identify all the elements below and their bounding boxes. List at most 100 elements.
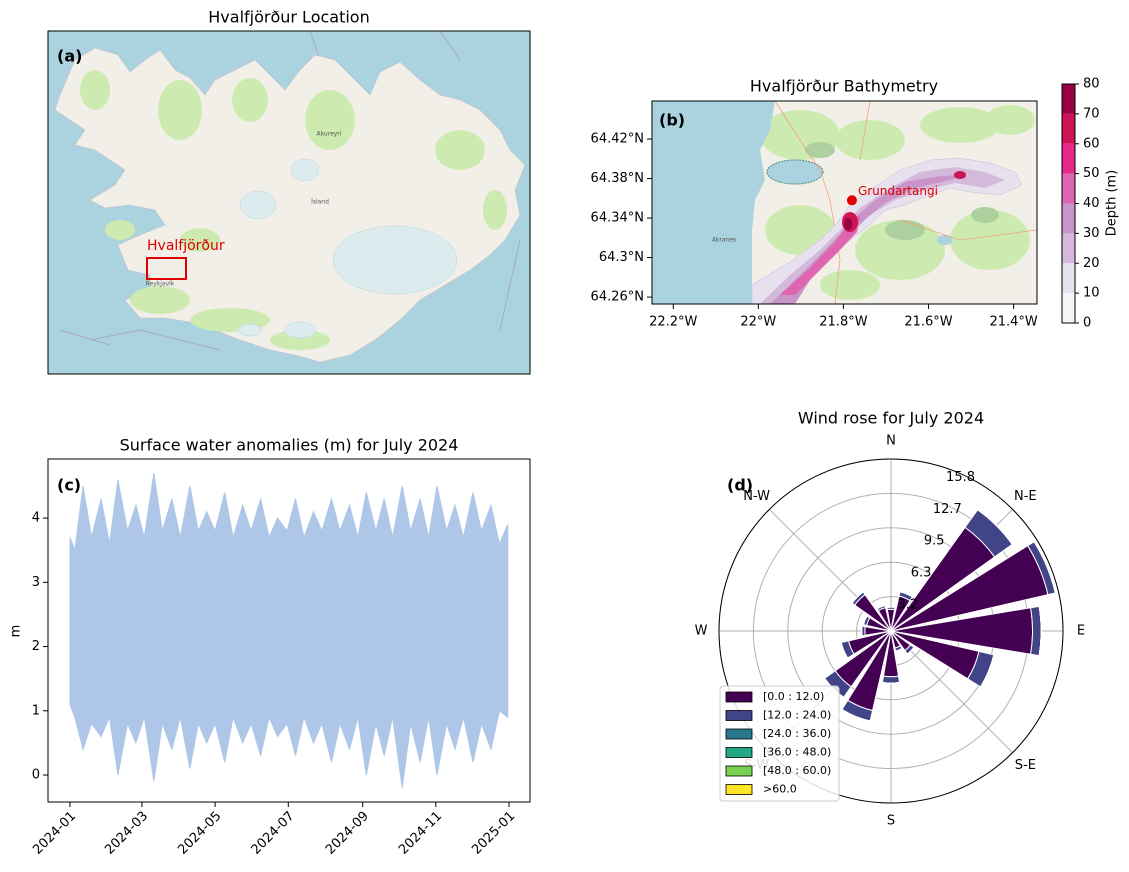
direction-label: S-E <box>1015 758 1036 773</box>
r-tick-label: 9.5 <box>924 534 945 549</box>
legend-swatch <box>725 784 753 795</box>
x-tick-label: 2024-01 <box>30 809 79 858</box>
legend-swatch <box>725 691 753 703</box>
x-tick-label: 21.8°W <box>819 315 867 330</box>
x-tick-label: 2024-05 <box>175 809 224 858</box>
lake <box>937 235 953 245</box>
colorbar-tick-label: 0 <box>1083 316 1091 331</box>
direction-label: N-E <box>1014 489 1037 504</box>
annotation: Hvalfjörður <box>147 238 225 254</box>
y-tick-label: 64.3°N <box>599 250 644 265</box>
chart-title: Surface water anomalies (m) for July 202… <box>120 436 459 455</box>
map-b: Akranes (b) Hvalfjörður Bathymetry <box>651 77 1038 305</box>
colorbar-band <box>1062 143 1075 174</box>
site-marker <box>846 195 857 206</box>
legend-label: [0.0 : 12.0) <box>763 690 824 703</box>
y-axis-label: m <box>9 625 24 638</box>
x-tick-label: 2024-11 <box>396 809 445 858</box>
r-tick-label: 15.8 <box>946 470 975 485</box>
chart-title: Wind rose for July 2024 <box>798 409 984 428</box>
rose-bar <box>1030 605 1042 657</box>
legend-label: [12.0 : 24.0) <box>763 709 831 722</box>
rose-bar <box>1038 606 1042 656</box>
region-box <box>146 257 187 280</box>
y-tick-label: 0 <box>32 768 40 783</box>
depth-contour <box>844 218 852 230</box>
panel-label: (a) <box>57 47 82 66</box>
chart-title: Hvalfjörður Location <box>208 8 369 27</box>
colorbar-tick-label: 20 <box>1083 256 1100 271</box>
chart-d: Wind rose for July 2024 <box>798 409 984 428</box>
direction-label: N-W <box>743 489 770 504</box>
vegetation <box>760 105 1035 300</box>
colorbar-tick-label: 50 <box>1083 166 1100 181</box>
frame <box>651 100 1038 305</box>
x-tick-label: 21.4°W <box>989 315 1037 330</box>
map-label: Ísland <box>311 199 329 206</box>
legend-swatch <box>725 747 753 758</box>
y-tick-label: 3 <box>32 575 40 590</box>
x-tick-label: 2024-03 <box>102 809 151 858</box>
colorbar-band <box>1062 233 1075 264</box>
frame <box>47 458 531 803</box>
panel-label: (b) <box>659 111 685 130</box>
legend-swatch <box>725 710 753 721</box>
x-tick-label: 2024-07 <box>249 809 298 858</box>
y-tick-label: 64.42°N <box>591 132 644 147</box>
legend-label: [36.0 : 48.0) <box>763 746 831 759</box>
legend-swatch <box>725 728 753 740</box>
x-tick-label: 2025-01 <box>469 809 518 858</box>
y-tick-label: 64.26°N <box>591 290 644 305</box>
colorbar-band <box>1062 203 1075 234</box>
chart-title: Hvalfjörður Bathymetry <box>750 77 938 96</box>
colorbar-band <box>1062 293 1075 323</box>
map-a: Akureyri Ísland Reykjavík Hvalfjörður (a… <box>47 8 531 375</box>
x-tick-label: 22°W <box>740 315 776 330</box>
colorbar-band <box>1062 263 1075 294</box>
colorbar-band <box>1062 84 1075 114</box>
y-tick-label: 2 <box>32 639 40 654</box>
legend-label: [48.0 : 60.0) <box>763 764 831 777</box>
map-label: Reykjavík <box>146 281 175 288</box>
colorbar-tick-label: 30 <box>1083 226 1100 241</box>
anomaly-band <box>69 473 509 788</box>
panel-label: (c) <box>57 476 81 495</box>
legend-label: [24.0 : 36.0) <box>763 727 831 740</box>
colorbar-tick-label: 80 <box>1083 77 1100 92</box>
road <box>774 100 1038 305</box>
map-label: Akureyri <box>317 131 342 138</box>
legend-swatch <box>725 765 753 777</box>
r-tick-label: 6.3 <box>911 565 932 580</box>
x-tick-label: 21.6°W <box>904 315 952 330</box>
direction-label: E <box>1077 624 1085 639</box>
lake <box>766 159 824 185</box>
y-tick-label: 64.38°N <box>591 171 644 186</box>
r-tick-label: 3.2 <box>898 597 919 612</box>
x-tick-label: 22.2°W <box>649 315 697 330</box>
colorbar-label: Depth (m) <box>1105 170 1120 237</box>
map-label: Akranes <box>712 237 736 244</box>
vegetation <box>80 70 507 350</box>
sea <box>652 101 775 304</box>
outer-ring <box>718 458 1064 804</box>
colorbar-tick-label: 70 <box>1083 106 1100 121</box>
colorbar-tick-label: 60 <box>1083 136 1100 151</box>
site-label: Grundartangi <box>858 184 938 198</box>
boundary <box>59 30 521 351</box>
y-tick-label: 64.34°N <box>591 211 644 226</box>
rose-bar <box>977 509 1013 545</box>
x-tick-label: 2024-09 <box>323 809 372 858</box>
chart-c: Surface water anomalies (m) for July 202… <box>9 436 459 638</box>
depth-contour <box>954 171 966 179</box>
panel-label: (d) <box>727 476 753 495</box>
y-tick-label: 4 <box>32 511 40 526</box>
r-tick-label: 12.7 <box>933 502 962 517</box>
legend-label: >60.0 <box>763 783 797 796</box>
rose-bar <box>881 675 901 684</box>
rose-bar <box>882 682 900 684</box>
direction-label: N <box>886 434 896 449</box>
direction-label: W <box>695 624 708 639</box>
colorbar-band <box>1062 173 1075 204</box>
frame <box>47 30 531 375</box>
